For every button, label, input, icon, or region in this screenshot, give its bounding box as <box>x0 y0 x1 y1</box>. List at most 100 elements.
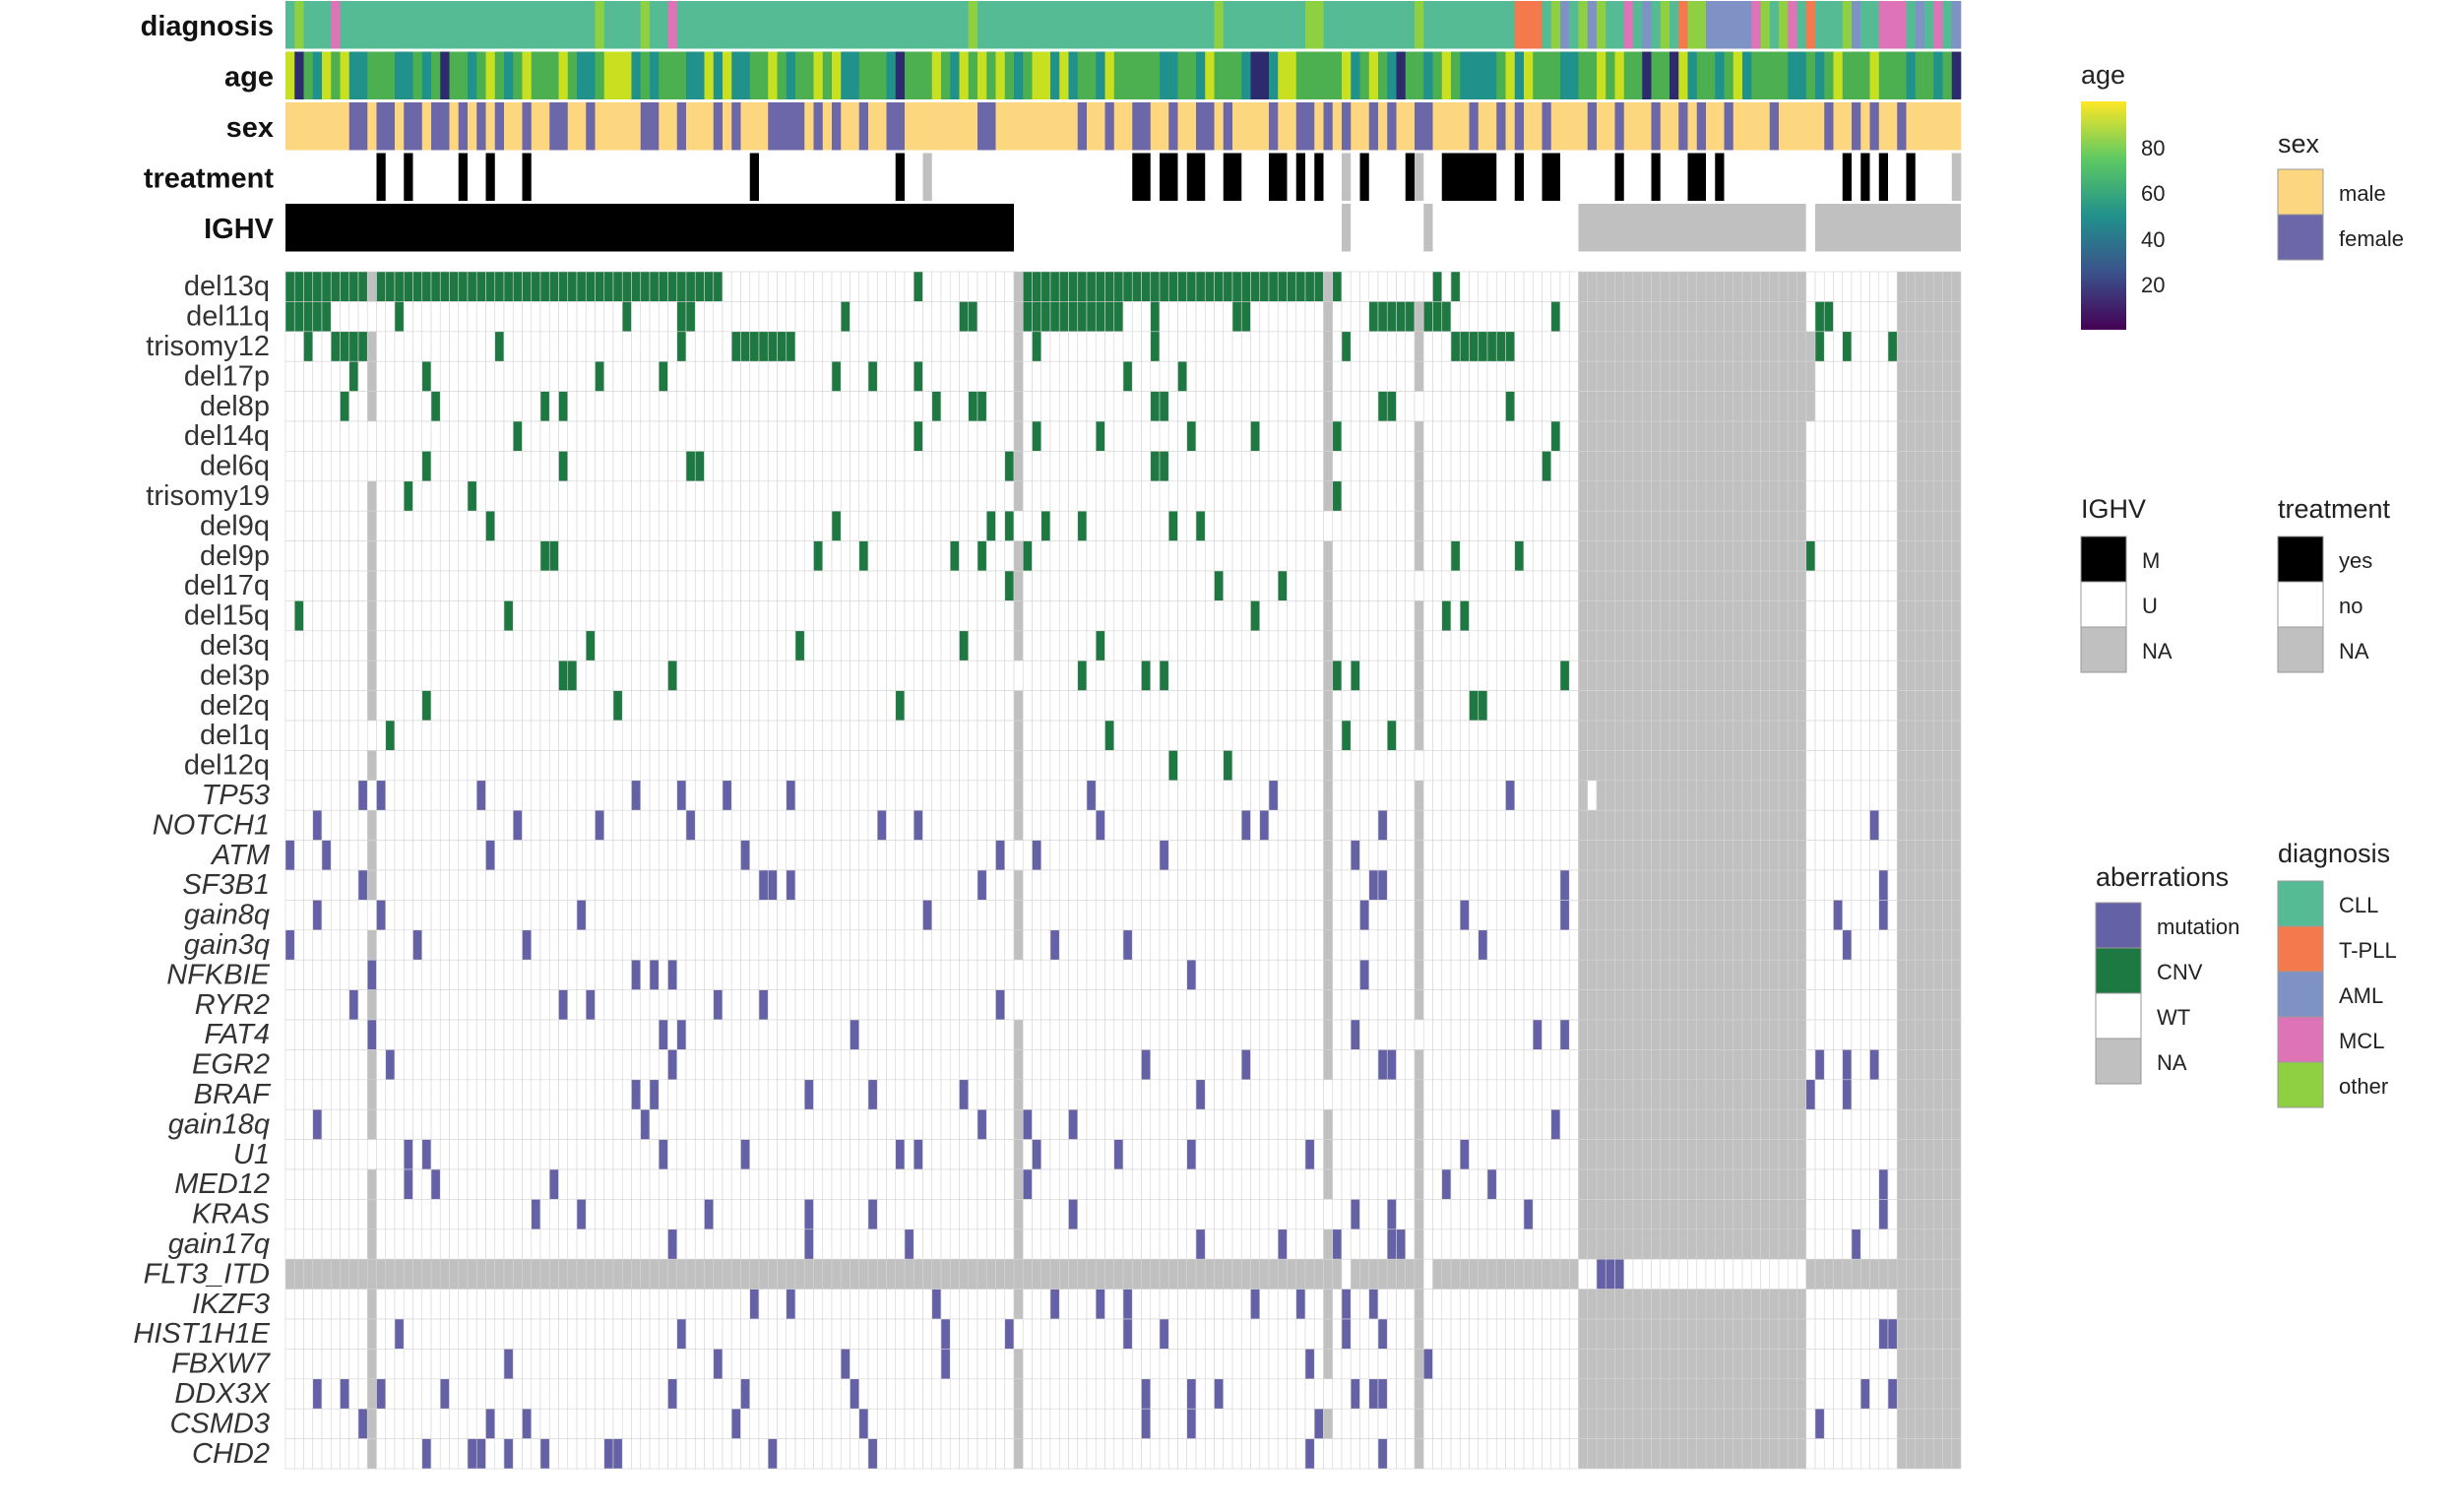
aberration-cell <box>494 480 505 512</box>
aberration-cell <box>1514 391 1525 422</box>
aberration-cell <box>749 780 760 811</box>
aberration-cell <box>1796 720 1807 751</box>
aberration-cell <box>676 690 687 722</box>
aberration-cell <box>1268 360 1279 392</box>
aberration-cell <box>1623 360 1634 392</box>
aberration-cell <box>1422 391 1433 422</box>
aberration-cell <box>567 750 578 782</box>
age-cell <box>841 51 850 99</box>
aberration-cell <box>959 540 970 572</box>
aberration-cell <box>1332 540 1343 572</box>
aberration-cell <box>867 570 878 601</box>
aberration-cell <box>558 391 569 422</box>
aberration-cell <box>1095 600 1105 632</box>
aberration-cell <box>1578 391 1589 422</box>
aberration-cell <box>1159 929 1169 961</box>
aberration-cell <box>676 780 687 811</box>
aberration-cell <box>357 451 368 482</box>
aberration-cell <box>394 301 405 333</box>
age-cell <box>713 51 724 99</box>
aberration-cell <box>1568 271 1579 302</box>
aberration-cell <box>1122 630 1133 662</box>
aberration-cell <box>1032 780 1042 811</box>
aberration-cell <box>303 480 314 512</box>
aberration-cell <box>595 451 605 482</box>
aberration-cell <box>794 480 805 512</box>
diagnosis-cell <box>1651 1 1662 49</box>
aberration-cell <box>1113 391 1124 422</box>
aberration-cell <box>1568 360 1579 392</box>
aberration-cell <box>1368 510 1379 541</box>
aberration-cell <box>303 809 314 841</box>
aberration-cell <box>1714 840 1725 871</box>
treatment-cell <box>1670 153 1679 201</box>
aberration-cell <box>1204 540 1215 572</box>
aberration-cell <box>1696 929 1707 961</box>
aberration-cell <box>430 540 441 572</box>
aberration-cell <box>1386 630 1397 662</box>
aberration-cell <box>1131 510 1142 541</box>
sex-cell <box>1004 102 1015 151</box>
aberration-cell <box>985 391 996 422</box>
aberration-cell <box>794 690 805 722</box>
aberration-cell <box>1013 900 1024 931</box>
row-label-del3q: del3q <box>200 630 270 662</box>
aberration-cell <box>1578 660 1589 691</box>
treatment-cell <box>1332 153 1343 201</box>
aberration-cell <box>348 271 359 302</box>
aberration-cell <box>1259 929 1270 961</box>
aberration-cell <box>340 480 350 512</box>
aberration-cell <box>385 570 396 601</box>
aberration-cell <box>385 869 396 901</box>
age-cell <box>1014 51 1024 99</box>
aberration-cell <box>767 900 778 931</box>
diagnosis-cell <box>868 1 878 49</box>
treatment-cell <box>1606 153 1615 201</box>
aberration-cell <box>385 750 396 782</box>
aberration-cell <box>685 720 696 751</box>
aberration-cell <box>1587 660 1598 691</box>
sex-cell <box>1633 102 1643 151</box>
aberration-cell <box>813 809 824 841</box>
aberration-cell <box>1368 690 1379 722</box>
aberration-cell <box>1141 809 1152 841</box>
aberration-cell <box>1878 809 1889 841</box>
aberration-cell <box>850 900 860 931</box>
aberration-cell <box>1823 391 1834 422</box>
aberration-cell <box>494 331 505 362</box>
aberration-cell <box>539 630 550 662</box>
aberration-cell <box>1878 391 1889 422</box>
aberration-cell <box>1214 750 1225 782</box>
aberration-cell <box>1632 391 1643 422</box>
sex-cell <box>1569 102 1579 151</box>
aberration-cell <box>1869 780 1880 811</box>
aberration-cell <box>922 510 933 541</box>
aberration-cell <box>904 630 914 662</box>
aberration-cell <box>1923 750 1934 782</box>
age-cell <box>1606 51 1615 99</box>
diagnosis-cell <box>1505 1 1516 49</box>
aberration-cell <box>1859 750 1870 782</box>
aberration-cell <box>1268 720 1279 751</box>
aberration-cell <box>850 809 860 841</box>
aberration-cell <box>1486 480 1497 512</box>
aberration-cell <box>503 809 514 841</box>
aberration-cell <box>312 690 323 722</box>
aberration-cell <box>494 720 505 751</box>
sex-cell <box>1915 102 1925 151</box>
treatment-cell <box>659 153 668 201</box>
aberration-cell <box>713 420 724 452</box>
aberration-cell <box>1677 750 1688 782</box>
aberration-cell <box>1760 510 1771 541</box>
aberration-cell <box>1760 540 1771 572</box>
aberration-cell <box>585 301 596 333</box>
aberration-cell <box>522 750 533 782</box>
aberration-cell <box>922 720 933 751</box>
aberration-cell <box>1214 809 1225 841</box>
aberration-cell <box>612 630 623 662</box>
aberration-cell <box>1195 720 1206 751</box>
aberration-cell <box>340 750 350 782</box>
sex-cell <box>603 102 614 151</box>
aberration-cell <box>667 420 678 452</box>
